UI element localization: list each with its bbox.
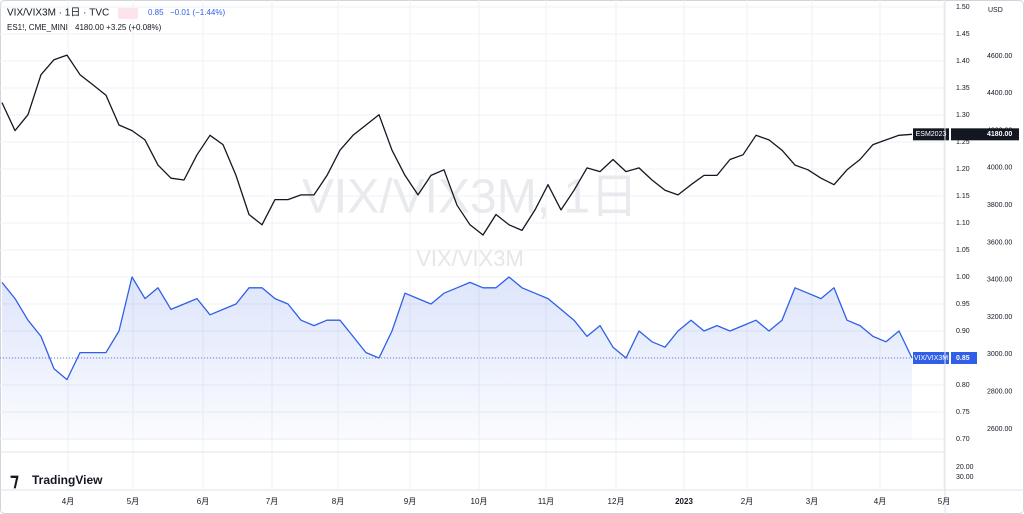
- y2-tick-label: 3800.00: [987, 202, 1012, 209]
- logo-mark: ⁊: [10, 470, 19, 490]
- y-tick-label: 1.35: [956, 85, 970, 92]
- x-tick-label: 3月: [806, 497, 818, 506]
- symbol: VIX/VIX3M · 1日 · TVC: [7, 8, 109, 19]
- x-tick-label: 9月: [404, 497, 416, 506]
- x-tick-label: 12月: [608, 497, 625, 506]
- series-name: ESM2023: [916, 131, 947, 138]
- area: [2, 277, 912, 440]
- watermark-subtitle: VIX/VIX3M: [416, 246, 524, 271]
- y-tick-label: 0.70: [956, 436, 970, 443]
- last-value: 4180.00: [987, 131, 1012, 138]
- y-tick-label: 1.30: [956, 112, 970, 119]
- price-change: −0.01 (−1.44%): [170, 8, 225, 17]
- last-price: 0.85: [148, 8, 164, 17]
- series-name-tag: [913, 128, 949, 141]
- x-tick-label: 11月: [538, 497, 554, 506]
- series-line: [1, 276, 913, 381]
- y2-tick-label: 3200.00: [987, 314, 1012, 321]
- logo: TradingView: [32, 473, 103, 487]
- series-line: [1, 54, 913, 236]
- y-tick-label: 0.95: [956, 301, 970, 308]
- compare-symbol: ES1!, CME_MINI: [7, 23, 68, 32]
- y2-tick-label: 2800.00: [987, 389, 1012, 396]
- y2-tick-label: 4200.00: [987, 127, 1012, 134]
- y-tick-label: 0.85: [956, 355, 970, 362]
- x-tick-label: 7月: [266, 497, 278, 506]
- y-tick-label: 0.75: [956, 409, 970, 416]
- series-name: VIX/VIX3M: [914, 355, 948, 362]
- y-tick-label: 1.00: [956, 274, 970, 281]
- y-tick-label: 1.10: [956, 220, 970, 227]
- y3-tick-label: 20.00: [956, 464, 974, 471]
- y-tick-label: 1.05: [956, 247, 970, 254]
- x-tick-label: 2023: [675, 497, 693, 506]
- status-badge: [118, 8, 138, 19]
- y2-tick-label: 4400.00: [987, 90, 1012, 97]
- y2-tick-label: 4000.00: [987, 165, 1012, 172]
- y2-tick-label: 3400.00: [987, 277, 1012, 284]
- x-tick-label: 6月: [197, 497, 209, 506]
- x-tick-label: 8月: [332, 497, 344, 506]
- y-tick-label: 0.90: [956, 328, 970, 335]
- x-tick-label: 4月: [62, 497, 74, 506]
- x-tick-label: 4月: [874, 497, 886, 506]
- y-tick-label: 0.80: [956, 382, 970, 389]
- x-tick-label: 10月: [471, 497, 488, 506]
- y2-tick-label: 3000.00: [987, 351, 1012, 358]
- y-tick-label: 1.45: [956, 31, 970, 38]
- y-tick-label: 1.50: [956, 4, 970, 11]
- series-name-tag: [913, 352, 949, 364]
- y-tick-label: 1.25: [956, 139, 970, 146]
- watermark-title: VIX/VIX3M, 1日: [302, 171, 638, 224]
- y2-tick-label: 2600.00: [987, 426, 1012, 433]
- currency: USD: [988, 7, 1003, 14]
- compare-quote: 4180.00 +3.25 (+0.08%): [75, 23, 162, 32]
- x-tick-label: 5月: [127, 497, 139, 506]
- x-tick-label: 2月: [741, 497, 753, 506]
- last-value-tag: [951, 128, 1019, 141]
- y2-tick-label: 3600.00: [987, 239, 1012, 246]
- y-tick-label: 1.40: [956, 58, 970, 65]
- last-value-tag: [951, 352, 977, 364]
- y-tick-label: 1.20: [956, 166, 970, 173]
- y-tick-label: 1.15: [956, 193, 970, 200]
- last-value: 0.85: [956, 355, 970, 362]
- y2-tick-label: 4600.00: [987, 53, 1012, 60]
- y3-tick-label: 30.00: [956, 474, 974, 481]
- x-tick-label: 5月: [938, 497, 950, 506]
